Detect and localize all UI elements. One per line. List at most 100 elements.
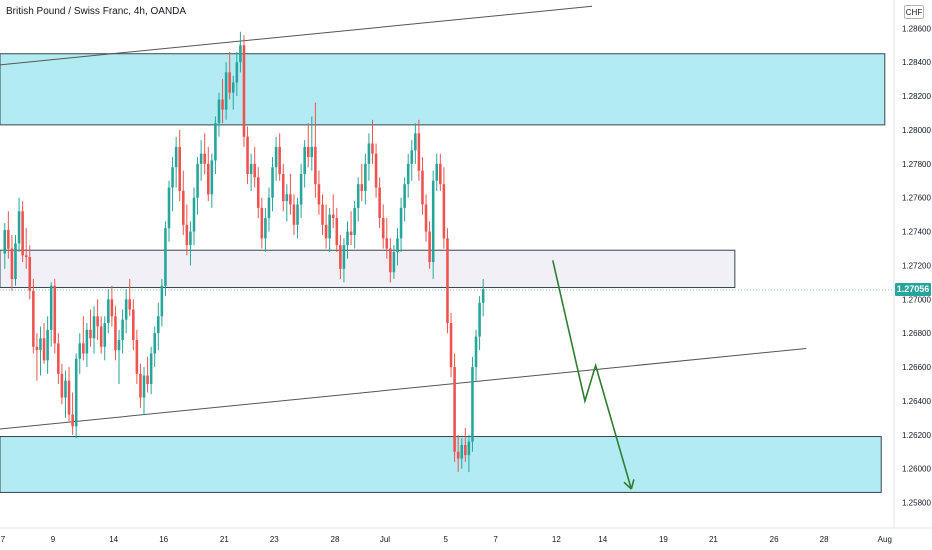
candle-body [224, 72, 228, 110]
candle [146, 356, 149, 393]
candle [364, 153, 367, 205]
candle-body [474, 336, 478, 368]
candle [464, 428, 467, 462]
x-tick-label: 16 [159, 535, 168, 544]
candle-body [249, 163, 253, 174]
x-tick-label: 23 [270, 535, 279, 544]
candle-body [353, 207, 356, 235]
candle [171, 157, 174, 212]
candle [417, 119, 421, 181]
y-tick-label: 1.26000 [902, 465, 931, 474]
candle-body [210, 160, 214, 195]
price-axis: 1.28600 1.28400 1.28200 1.28000 1.27800 1.276… [902, 24, 931, 507]
candle-body [217, 99, 221, 124]
upper-demand-zone[interactable] [0, 53, 886, 126]
candle [135, 329, 139, 385]
projection-path[interactable] [552, 260, 633, 490]
candle-body [149, 353, 153, 385]
candle-body [385, 238, 389, 249]
candle-body [114, 316, 117, 351]
lower-demand-zone[interactable] [0, 436, 882, 493]
candle [7, 211, 10, 259]
candle [114, 306, 117, 361]
candle [299, 163, 303, 219]
candle [192, 187, 196, 246]
candle [228, 52, 231, 100]
currency-badge[interactable]: CHF [904, 5, 924, 19]
candle-body [78, 343, 82, 359]
candle [239, 31, 242, 73]
candle-body [428, 231, 431, 263]
candle [246, 126, 249, 185]
candle-body [367, 143, 371, 164]
candle [35, 333, 39, 381]
x-tick-label: 14 [109, 535, 118, 544]
y-tick-label: 1.26800 [902, 329, 931, 338]
zones-layer [0, 53, 886, 493]
candle-body [274, 146, 278, 168]
candle [471, 356, 474, 452]
candle-body [449, 323, 453, 368]
candle [3, 223, 7, 269]
candle [89, 309, 92, 347]
candle-body [239, 45, 242, 63]
y-tick-label: 1.28000 [902, 126, 931, 135]
candle [342, 238, 346, 283]
candle-body [242, 45, 246, 137]
candle [378, 177, 381, 229]
candle [203, 133, 206, 174]
x-tick-label: 19 [659, 535, 668, 544]
upper-channel-line[interactable] [0, 5, 593, 66]
candle-body [356, 184, 360, 208]
trendlines-layer [0, 5, 807, 430]
candle-body [328, 214, 331, 239]
x-tick-label: Jul [380, 535, 390, 544]
candle-body [57, 343, 60, 374]
candle [28, 245, 32, 300]
candle-body [103, 323, 107, 347]
x-tick-label: 14 [598, 535, 607, 544]
candle [149, 346, 153, 395]
candle-body [246, 136, 249, 174]
candle-body [178, 146, 181, 191]
candle [71, 392, 74, 435]
candle-body [335, 218, 339, 246]
y-tick-label: 1.26200 [902, 431, 931, 440]
candle-body [74, 358, 78, 427]
candle-body [410, 150, 414, 164]
candle-body [132, 309, 135, 340]
candle-body [192, 197, 196, 232]
candle [242, 35, 246, 147]
candle [235, 52, 239, 97]
candle-body [3, 229, 7, 254]
candle-body [92, 316, 96, 339]
candle [206, 146, 210, 202]
candle [449, 312, 453, 378]
candle-body [157, 316, 160, 334]
candle [303, 140, 306, 188]
candle-body [331, 214, 335, 219]
candle-body [121, 319, 124, 340]
candle [260, 197, 264, 249]
candle [185, 204, 189, 256]
mid-range-zone[interactable] [0, 249, 736, 288]
candle-body [231, 82, 235, 93]
candle [199, 140, 203, 181]
candle [139, 363, 142, 408]
candle [96, 299, 99, 340]
lower-channel-line[interactable] [0, 347, 807, 430]
candle [46, 316, 49, 374]
candle-body [389, 248, 392, 273]
candle [267, 187, 271, 232]
candle [346, 221, 349, 259]
candle [157, 302, 160, 351]
candle [85, 323, 89, 368]
candle-body [32, 290, 35, 347]
candle [481, 279, 485, 317]
candle [231, 75, 235, 110]
candle-body [46, 329, 49, 361]
candle [21, 201, 24, 263]
candle-body [153, 333, 157, 354]
candle [478, 295, 481, 351]
